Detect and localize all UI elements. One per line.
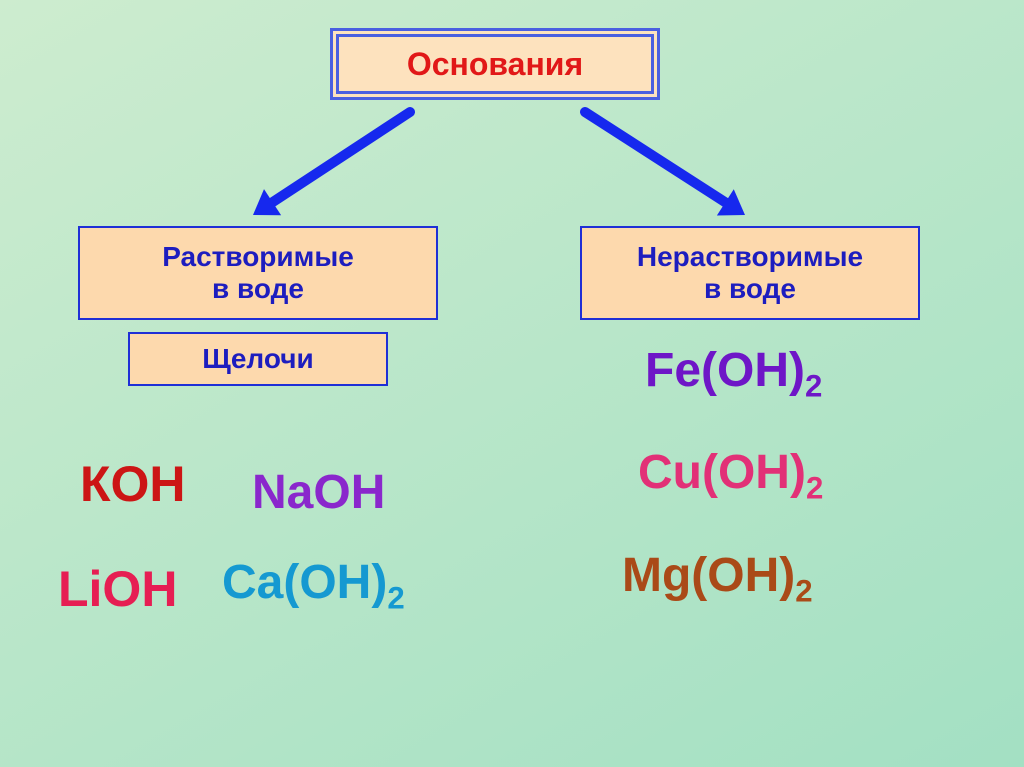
soluble-line1: Растворимые [162, 241, 354, 273]
formula-koh: КОН [80, 455, 186, 513]
alkali-text: Щелочи [202, 343, 313, 375]
insoluble-line1: Нерастворимые [637, 241, 863, 273]
soluble-line2: в воде [212, 273, 304, 305]
formula-naoh: NaOH [252, 465, 385, 520]
arrow-left [227, 86, 436, 241]
arrow-right [559, 86, 771, 241]
insoluble-line2: в воде [704, 273, 796, 305]
formula-cuoh: Cu(OH)2 [638, 445, 823, 500]
formula-feoh: Fe(OH)2 [645, 343, 822, 398]
title-text: Основания [407, 46, 583, 83]
formula-caoh: Ca(OH)2 [222, 555, 405, 610]
box-insoluble: Нерастворимые в воде [580, 226, 920, 320]
formula-mgoh: Mg(OH)2 [622, 548, 813, 603]
diagram-canvas: Основания Растворимые в воде Нерастворим… [0, 0, 1024, 767]
box-soluble: Растворимые в воде [78, 226, 438, 320]
box-alkali: Щелочи [128, 332, 388, 386]
formula-lioh: LiOH [58, 560, 177, 618]
